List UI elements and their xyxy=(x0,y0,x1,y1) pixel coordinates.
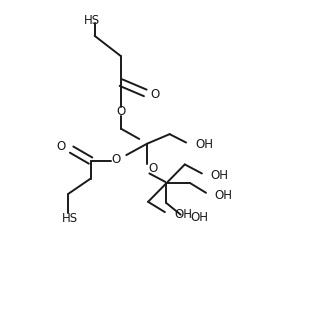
Text: O: O xyxy=(116,105,126,118)
Text: HS: HS xyxy=(84,14,100,27)
Text: OH: OH xyxy=(174,208,192,221)
Text: OH: OH xyxy=(211,169,229,182)
Text: OH: OH xyxy=(215,189,233,202)
Text: O: O xyxy=(111,153,121,166)
Text: HS: HS xyxy=(62,213,78,226)
Text: OH: OH xyxy=(195,137,213,150)
Text: O: O xyxy=(148,162,158,175)
Text: O: O xyxy=(56,140,65,153)
Text: OH: OH xyxy=(190,212,208,225)
Text: O: O xyxy=(151,88,160,101)
